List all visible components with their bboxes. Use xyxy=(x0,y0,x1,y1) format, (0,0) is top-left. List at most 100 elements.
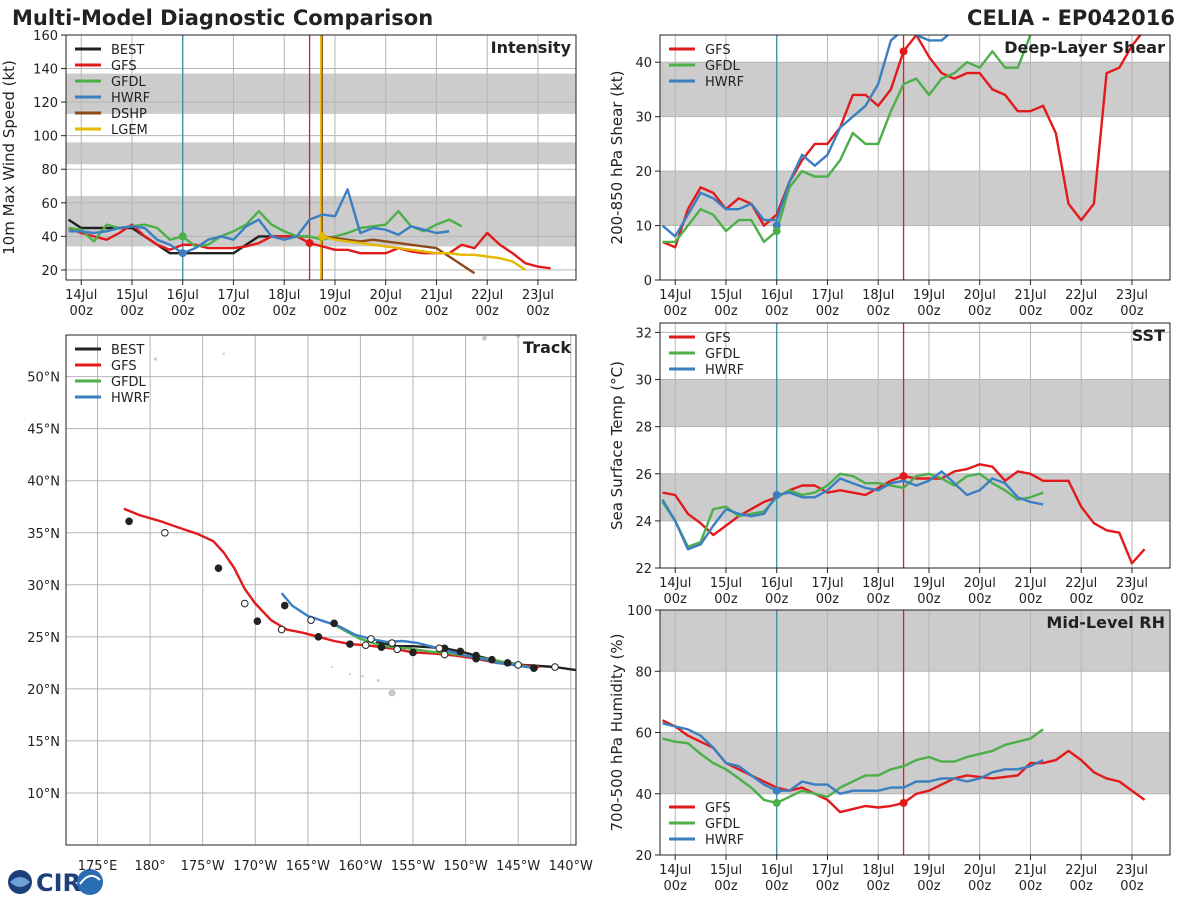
lon-tick-label: 140°W xyxy=(549,859,593,874)
x-tick-sublabel: 00z xyxy=(476,304,500,319)
x-tick-label: 15Jul xyxy=(710,288,742,303)
y-tick-label: 100 xyxy=(627,604,652,619)
series-line-gfdl xyxy=(662,35,1033,244)
plot-frame xyxy=(659,322,1171,569)
island-shape xyxy=(516,335,521,339)
series-line-hwrf xyxy=(662,722,1044,795)
legend-label-hwrf: HWRF xyxy=(111,91,150,106)
lon-tick-label: 165°W xyxy=(286,859,330,874)
legend-label-gfs: GFS xyxy=(705,331,731,346)
lon-tick-label: 175°W xyxy=(181,859,225,874)
y-tick-label: 100 xyxy=(33,130,58,145)
island-shape xyxy=(331,666,334,669)
x-tick-label: 16Jul xyxy=(167,288,199,303)
legend-label-gfdl: GFDL xyxy=(705,347,741,362)
y-tick-label: 26 xyxy=(635,468,652,483)
x-tick-sublabel: 00z xyxy=(714,304,738,319)
x-tick-sublabel: 00z xyxy=(816,879,840,894)
panel-title: Track xyxy=(523,338,571,357)
legend-label-hwrf: HWRF xyxy=(705,75,744,90)
legend-label-gfs: GFS xyxy=(111,359,137,374)
x-tick-label: 18Jul xyxy=(862,863,894,878)
x-tick-label: 18Jul xyxy=(268,288,300,303)
x-tick-sublabel: 00z xyxy=(1019,304,1043,319)
shear-panel: 14Jul00z15Jul00z16Jul00z17Jul00z18Jul00z… xyxy=(608,34,1171,319)
y-tick-label: 20 xyxy=(41,264,58,279)
x-tick-label: 18Jul xyxy=(862,576,894,591)
x-tick-label: 23Jul xyxy=(1116,863,1148,878)
track-position-marker xyxy=(367,635,375,643)
initial-marker-gfdl xyxy=(772,798,781,807)
lat-tick-label: 50°N xyxy=(27,371,60,386)
x-tick-label: 21Jul xyxy=(1014,288,1046,303)
plot-frame xyxy=(65,34,577,281)
y-tick-label: 28 xyxy=(635,421,652,436)
track-position-marker xyxy=(361,641,370,649)
x-tick-label: 15Jul xyxy=(710,863,742,878)
track-position-marker xyxy=(514,661,522,669)
x-tick-sublabel: 00z xyxy=(1120,592,1144,607)
x-tick-sublabel: 00z xyxy=(664,304,688,319)
globe-highlight xyxy=(10,877,30,887)
lon-tick-label: 180° xyxy=(134,859,165,874)
series-line-lgem xyxy=(321,235,526,271)
x-tick-label: 17Jul xyxy=(811,863,843,878)
x-tick-label: 16Jul xyxy=(761,863,793,878)
lon-tick-label: 155°W xyxy=(391,859,435,874)
panel-title: Deep-Layer Shear xyxy=(1004,38,1165,57)
x-tick-sublabel: 00z xyxy=(374,304,398,319)
track-panel: 175°E 180° 175°W 170°W 165°W 160°W 155°W 150°W 1… xyxy=(27,334,593,874)
x-tick-sublabel: 00z xyxy=(664,592,688,607)
x-tick-sublabel: 00z xyxy=(968,304,992,319)
initial-marker-hwrf xyxy=(772,490,781,499)
legend-label-gfs: GFS xyxy=(111,59,137,74)
x-tick-sublabel: 00z xyxy=(1120,879,1144,894)
lat-tick-label: 30°N xyxy=(27,579,60,594)
x-tick-label: 16Jul xyxy=(761,576,793,591)
x-tick-label: 17Jul xyxy=(811,288,843,303)
panel-title: Mid-Level RH xyxy=(1046,613,1165,632)
legend-label-gfdl: GFDL xyxy=(705,59,741,74)
legend-label-hwrf: HWRF xyxy=(705,833,744,848)
x-tick-sublabel: 00z xyxy=(222,304,246,319)
track-position-marker xyxy=(307,616,315,624)
x-tick-label: 23Jul xyxy=(522,288,554,303)
x-tick-sublabel: 00z xyxy=(273,304,297,319)
x-tick-label: 14Jul xyxy=(659,863,691,878)
y-axis-label: 200-850 hPa Shear (kt) xyxy=(608,71,626,245)
x-tick-label: 18Jul xyxy=(862,288,894,303)
y-tick-label: 40 xyxy=(41,230,58,245)
legend-label-dshp: DSHP xyxy=(111,107,147,122)
map-area xyxy=(66,335,576,845)
y-tick-label: 60 xyxy=(41,197,58,212)
x-tick-sublabel: 00z xyxy=(664,879,688,894)
legend-label-gfdl: GFDL xyxy=(111,75,147,90)
x-tick-label: 22Jul xyxy=(1065,288,1097,303)
x-tick-sublabel: 00z xyxy=(816,592,840,607)
lat-tick-label: 45°N xyxy=(27,423,60,438)
series-line-hwrf xyxy=(68,188,450,255)
x-tick-sublabel: 00z xyxy=(917,592,941,607)
series-layer xyxy=(661,35,1142,280)
track-position-marker xyxy=(393,645,402,654)
lat-tick-label: 35°N xyxy=(27,527,60,542)
x-tick-sublabel: 00z xyxy=(1070,304,1094,319)
shade-band xyxy=(660,610,1170,672)
map-frame xyxy=(65,334,577,846)
y-tick-label: 20 xyxy=(635,849,652,864)
track-position-marker xyxy=(435,644,444,653)
x-tick-sublabel: 00z xyxy=(968,592,992,607)
series-line-gfs xyxy=(662,35,1142,249)
x-tick-sublabel: 00z xyxy=(867,304,891,319)
x-tick-sublabel: 00z xyxy=(765,879,789,894)
y-tick-label: 24 xyxy=(635,515,652,530)
x-tick-sublabel: 00z xyxy=(867,592,891,607)
series-layer xyxy=(661,610,1146,855)
island-shape xyxy=(153,357,157,361)
x-tick-label: 17Jul xyxy=(217,288,249,303)
y-tick-label: 30 xyxy=(635,111,652,126)
legend-label-lgem: LGEM xyxy=(111,123,148,138)
lat-tick-label: 15°N xyxy=(27,735,60,750)
x-tick-sublabel: 00z xyxy=(1019,592,1043,607)
